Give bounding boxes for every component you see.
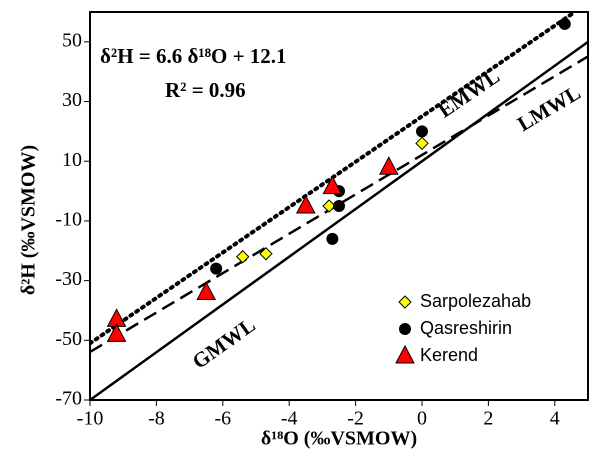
point bbox=[326, 232, 339, 245]
y-tick-label: -70 bbox=[55, 388, 82, 410]
plot-frame bbox=[89, 11, 589, 401]
point bbox=[236, 250, 250, 264]
r-squared: R² = 0.96 bbox=[165, 78, 246, 102]
x-tick-label: 4 bbox=[550, 408, 560, 430]
x-tick-label: -10 bbox=[77, 408, 104, 430]
x-tick-label: -4 bbox=[281, 408, 298, 430]
point bbox=[210, 262, 223, 275]
reference-line bbox=[90, 55, 588, 354]
y-tick-label: 10 bbox=[62, 149, 82, 171]
legend-marker bbox=[398, 295, 412, 309]
legend-marker bbox=[395, 344, 415, 364]
y-axis-label: δ²H (‰VSMOW) bbox=[18, 145, 40, 295]
x-tick-label: -2 bbox=[347, 408, 364, 430]
point bbox=[333, 200, 345, 212]
y-tick-label: 50 bbox=[62, 29, 82, 51]
x-tick-label: 0 bbox=[417, 408, 427, 430]
x-tick-label: -6 bbox=[214, 408, 231, 430]
legend-label: Kerend bbox=[420, 345, 478, 365]
x-tick-label: 2 bbox=[483, 408, 493, 430]
point bbox=[295, 194, 316, 214]
legend-label: Sarpolezahab bbox=[420, 291, 531, 311]
y-tick-label: -30 bbox=[55, 268, 82, 290]
point bbox=[196, 281, 217, 301]
equation: δ²H = 6.6 δ¹⁸O + 12.1 bbox=[100, 44, 287, 68]
point bbox=[378, 156, 399, 175]
legend-label: Qasreshirin bbox=[420, 318, 512, 338]
point bbox=[106, 323, 127, 342]
point bbox=[322, 199, 336, 213]
point bbox=[322, 175, 343, 195]
point bbox=[416, 125, 428, 138]
point bbox=[415, 136, 429, 151]
legend-marker bbox=[399, 323, 411, 335]
x-tick-label: -8 bbox=[148, 408, 165, 430]
y-tick-label: -50 bbox=[55, 328, 82, 350]
y-tick-label: -10 bbox=[55, 209, 82, 231]
y-tick-label: 30 bbox=[62, 89, 82, 111]
x-axis-label: δ¹⁸O (‰VSMOW) bbox=[261, 428, 417, 450]
point bbox=[558, 17, 571, 30]
point bbox=[259, 247, 273, 261]
reference-line bbox=[90, 40, 588, 400]
